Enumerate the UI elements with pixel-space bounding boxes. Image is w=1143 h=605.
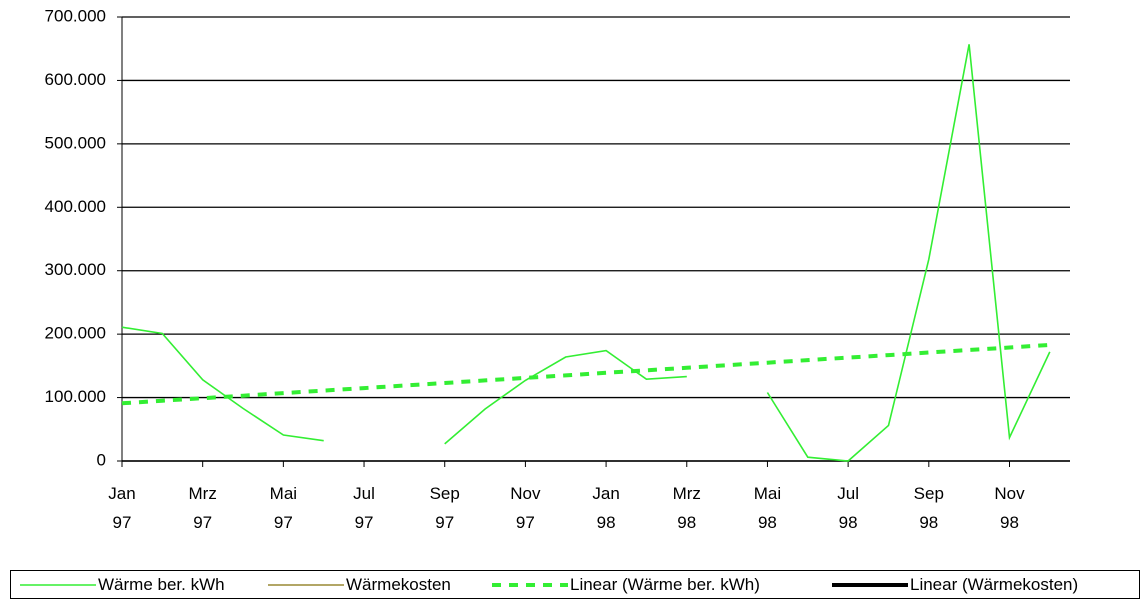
x-tick-label: Jul 98 xyxy=(837,484,859,532)
x-tick-label: Mai 98 xyxy=(753,484,782,532)
x-tick-label: Sep 97 xyxy=(429,484,460,532)
y-tick-label: 200.000 xyxy=(45,324,106,343)
x-tick-label: Mrz 98 xyxy=(672,484,701,532)
x-tick-label: Jul 97 xyxy=(353,484,375,532)
x-tick-label: Nov 98 xyxy=(994,484,1025,532)
legend xyxy=(10,570,1140,599)
legend-label: Wärmekosten xyxy=(346,575,451,594)
y-tick-label: 300.000 xyxy=(45,260,106,279)
x-tick-label: Jan 98 xyxy=(592,484,620,532)
x-tick-label: Sep 98 xyxy=(913,484,944,532)
y-tick-label: 400.000 xyxy=(45,197,106,216)
legend-entry: Wärmekosten xyxy=(268,570,451,600)
x-tick-label: Jan 97 xyxy=(108,484,136,532)
y-tick-label: 600.000 xyxy=(45,70,106,89)
y-tick-label: 500.000 xyxy=(45,133,106,152)
y-tick-label: 0 xyxy=(97,450,106,469)
legend-entry: Linear (Wärmekosten) xyxy=(832,570,1078,600)
legend-swatch xyxy=(268,584,344,586)
legend-swatch xyxy=(492,583,568,587)
legend-label: Linear (Wärme ber. kWh) xyxy=(570,575,760,594)
x-tick-label: Mrz 97 xyxy=(188,484,217,532)
legend-label: Linear (Wärmekosten) xyxy=(910,575,1079,594)
x-tick-label: Nov 97 xyxy=(510,484,541,532)
legend-swatch xyxy=(832,583,908,587)
legend-label: Wärme ber. kWh xyxy=(98,575,225,594)
legend-swatch xyxy=(20,584,96,586)
legend-entry: Wärme ber. kWh xyxy=(20,570,225,600)
y-tick-label: 700.000 xyxy=(45,6,106,25)
legend-entry: Linear (Wärme ber. kWh) xyxy=(492,570,760,600)
trendline xyxy=(121,342,1050,406)
x-tick-label: Mai 97 xyxy=(269,484,298,532)
series-line xyxy=(121,44,1051,462)
y-tick-label: 100.000 xyxy=(45,387,106,406)
